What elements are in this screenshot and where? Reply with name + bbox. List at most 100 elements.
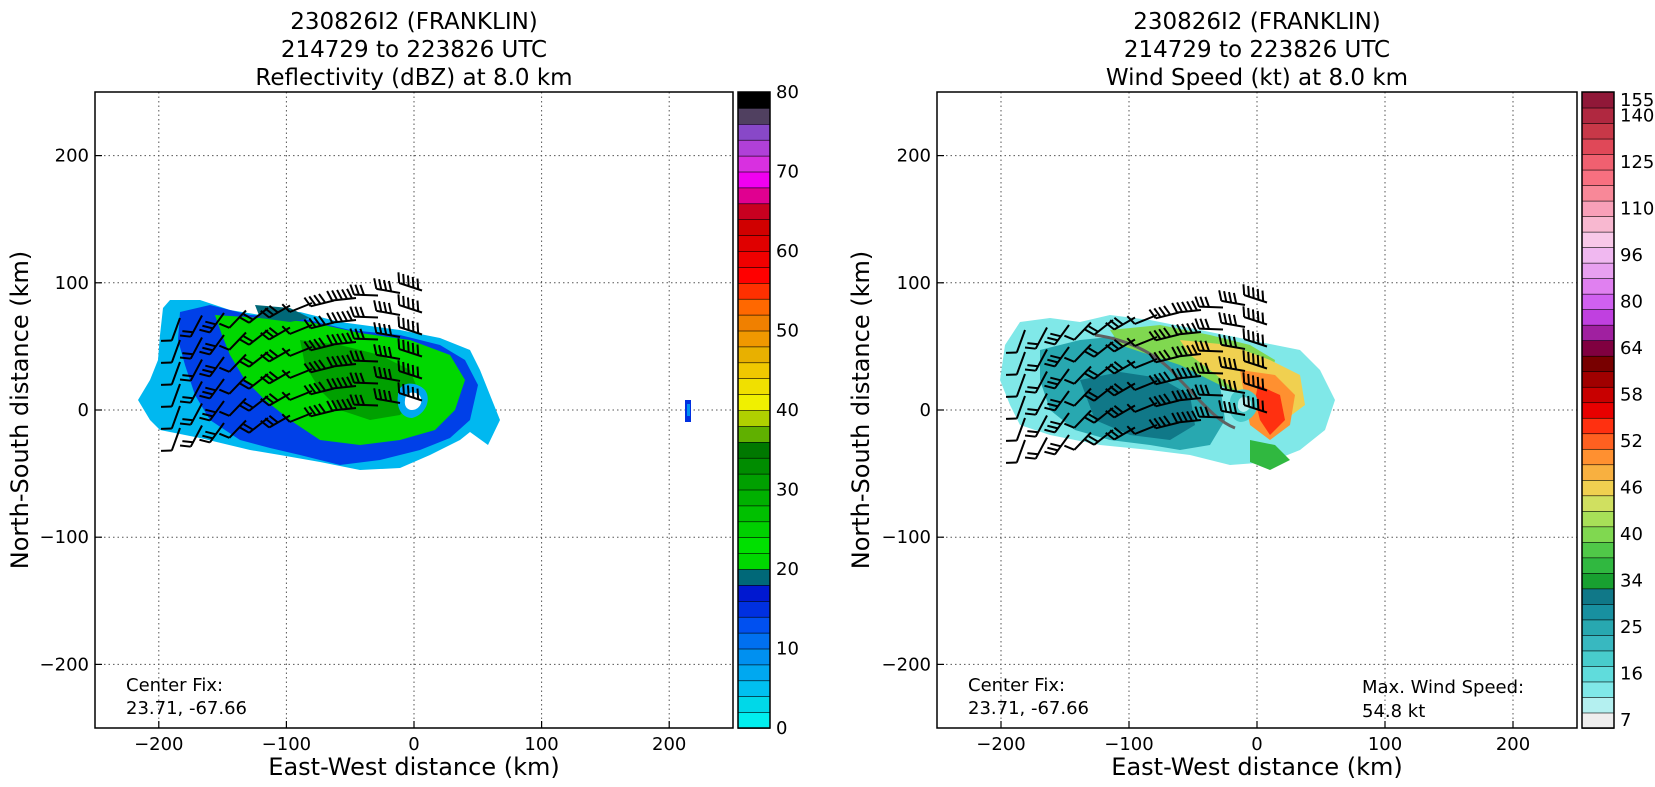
right-colorbar-segment	[1581, 572, 1615, 590]
left-y-tick-label: −200	[40, 654, 89, 675]
left-colorbar-tick-label: 40	[776, 400, 799, 421]
left-colorbar-segment	[737, 520, 771, 538]
right-wind-barb	[1044, 434, 1070, 456]
left-colorbar-segment	[737, 107, 771, 125]
left-wind-barb	[303, 315, 335, 330]
right-colorbar-tick-label: 155	[1620, 90, 1654, 111]
left-colorbar-segment	[737, 361, 771, 379]
max-wind-speed-value: 54.8 kt	[1362, 701, 1425, 722]
left-wind-barb	[239, 307, 269, 324]
left-wind-barb	[326, 332, 357, 346]
right-wind-barb	[1242, 394, 1268, 414]
left-wind-barb	[326, 354, 357, 368]
right-colorbar-segment	[1581, 169, 1615, 186]
right-colorbar-tick-label: 25	[1620, 617, 1643, 638]
right-title-line-3: Wind Speed (kt) at 8.0 km	[1106, 65, 1408, 91]
left-colorbar-segment	[737, 409, 771, 427]
right-wind-barb	[1005, 329, 1026, 354]
left-wind-barb	[373, 388, 401, 404]
right-y-tick-label: 200	[897, 146, 931, 167]
left-colorbar-segment	[737, 139, 771, 157]
right-colorbar-tick-label: 58	[1620, 384, 1643, 405]
right-wind-barb	[1044, 346, 1070, 368]
right-wind-barb	[1218, 356, 1246, 372]
right-colorbar-segment	[1581, 681, 1615, 698]
left-colorbar-segment	[737, 393, 771, 411]
left-colorbar-segment	[737, 711, 771, 729]
left-colorbar-segment	[737, 616, 771, 634]
left-wind-barb	[326, 288, 357, 302]
left-center-fix-value: 23.71, -67.66	[126, 698, 247, 719]
right-colorbar-segment	[1581, 712, 1615, 729]
left-wind-barb	[218, 353, 247, 373]
left-colorbar-segment	[737, 632, 771, 650]
right-colorbar-segment	[1581, 262, 1615, 279]
left-wind-barb	[160, 383, 181, 408]
right-wind-barb	[1084, 363, 1114, 380]
right-wind-barb	[1148, 349, 1180, 364]
right-x-tick-label: 100	[1368, 734, 1402, 755]
right-colorbar-frame	[1581, 91, 1615, 729]
right-colorbar-segment	[1581, 634, 1615, 652]
right-colorbar-segment	[1581, 293, 1615, 310]
right-wind-barb	[1148, 371, 1180, 386]
right-y-tick-label: 0	[920, 400, 931, 421]
left-wind-barb	[199, 378, 225, 400]
left-colorbar-segment	[737, 123, 771, 141]
left-colorbar-tick-label: 60	[776, 241, 799, 262]
left-wind-barb	[179, 359, 203, 382]
left-wind-barbs	[160, 272, 423, 452]
left-wind-barb	[179, 315, 203, 338]
left-y-tick-label: −100	[40, 527, 89, 548]
right-wind-barb	[1024, 349, 1048, 372]
left-wind-barb	[160, 361, 181, 386]
left-colorbar-tick-label: 50	[776, 321, 799, 342]
left-colorbar-segment	[737, 473, 771, 491]
right-colorbar-segment	[1581, 479, 1615, 497]
left-colorbar-segment	[737, 377, 771, 395]
right-wind-barb	[1044, 324, 1070, 346]
left-colorbar-segment	[737, 457, 771, 475]
right-wind-barb	[1044, 412, 1070, 434]
right-wind-barb	[1148, 305, 1180, 320]
wind-speed-panel: 230826I2 (FRANKLIN) 214729 to 223826 UTC…	[847, 9, 1654, 781]
right-wind-barb	[1242, 284, 1268, 304]
right-colorbar-tick-label: 96	[1620, 245, 1643, 266]
left-colorbar-segment	[737, 330, 771, 348]
left-colorbar-segment	[737, 600, 771, 618]
right-colorbar-segment	[1581, 619, 1615, 636]
right-wind-barb	[1194, 384, 1224, 397]
left-wind-barb	[218, 309, 247, 329]
right-colorbar-segment	[1581, 308, 1615, 326]
left-grid	[95, 92, 733, 728]
right-colorbar-segment	[1581, 153, 1615, 171]
right-colorbar-segment	[1581, 603, 1615, 621]
right-wind-barb	[1024, 415, 1048, 438]
right-colorbar-segment	[1581, 448, 1615, 466]
left-y-axis-label: North-South distance (km)	[6, 251, 34, 570]
right-wind-barb	[1218, 334, 1246, 350]
left-colorbar-segment	[737, 298, 771, 316]
left-title-line-3: Reflectivity (dBZ) at 8.0 km	[255, 65, 572, 91]
right-center-fix-value: 23.71, -67.66	[968, 698, 1089, 719]
right-colorbar-segment	[1581, 91, 1615, 109]
right-colorbar-segment	[1581, 526, 1615, 543]
left-x-axis-label: East-West distance (km)	[268, 753, 559, 781]
left-wind-barb	[218, 419, 247, 439]
wind-green-lower	[1250, 440, 1290, 470]
left-wind-barb	[239, 417, 269, 434]
left-wind-barb	[179, 403, 203, 426]
right-x-tick-label: 200	[1496, 734, 1530, 755]
right-wind-barb	[1194, 362, 1224, 375]
right-wind-barb	[1063, 343, 1092, 363]
right-colorbar-segment	[1581, 184, 1615, 202]
right-wind-barb	[1005, 395, 1026, 420]
left-colorbar-segment	[737, 203, 771, 221]
left-x-tick-label: 0	[408, 734, 419, 755]
right-colorbar-segment	[1581, 231, 1615, 248]
right-colorbar-tick-label: 64	[1620, 338, 1643, 359]
right-colorbar-segment	[1581, 432, 1615, 450]
left-wind-barb	[199, 422, 225, 444]
right-colorbar-segment	[1581, 650, 1615, 667]
